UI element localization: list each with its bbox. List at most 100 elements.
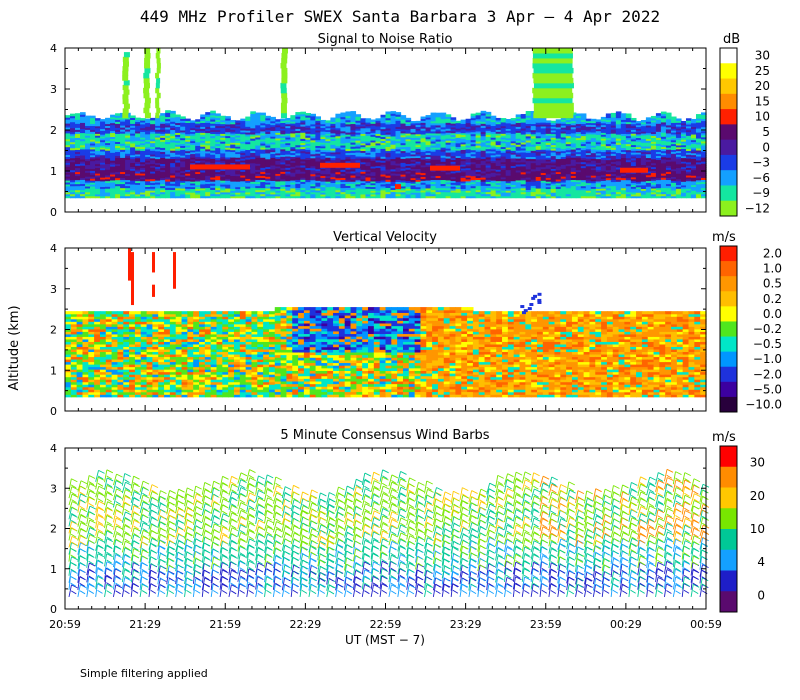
snr-cell (135, 134, 141, 138)
snr-cell (250, 187, 256, 191)
snr-cell (430, 191, 437, 195)
snr-cell (330, 127, 337, 130)
snr-cell (210, 195, 216, 199)
snr-cell (240, 182, 246, 186)
snr-cell (500, 125, 507, 129)
snr-cell (265, 178, 271, 181)
snr-cell (145, 184, 151, 187)
snr-cell (525, 172, 532, 176)
snr-cell (475, 187, 482, 191)
snr-cell (190, 181, 196, 184)
snr-cell (135, 182, 141, 185)
snr-cell (125, 183, 131, 187)
snr-cell (360, 137, 367, 140)
snr-cell (170, 125, 176, 128)
snr-cell (120, 118, 126, 122)
snr-cell (115, 143, 121, 147)
snr-cell (160, 149, 166, 152)
snr-cell (295, 150, 301, 154)
snr-cell (170, 160, 176, 164)
snr-cell (270, 153, 276, 156)
snr-cell (310, 167, 316, 171)
snr-cell (85, 164, 91, 167)
snr-cell (135, 180, 141, 184)
snr-cell (400, 132, 407, 136)
snr-cell (460, 121, 467, 124)
snr-cell (110, 166, 116, 169)
snr-cell (390, 183, 397, 186)
snr-cell (305, 137, 311, 140)
snr-cell (225, 172, 231, 175)
snr-cell (470, 125, 477, 129)
snr-cell (165, 133, 171, 136)
snr-cell (370, 188, 377, 191)
snr-cell (465, 175, 472, 178)
snr-cell (315, 172, 321, 176)
snr-cell (340, 146, 347, 150)
snr-cell (380, 160, 387, 163)
snr-cell (525, 121, 532, 124)
snr-cell (80, 185, 86, 189)
snr-cell (290, 183, 296, 187)
snr-cell (160, 147, 166, 150)
snr-cell (520, 195, 527, 199)
snr-cell (325, 146, 332, 149)
snr-cell (385, 138, 392, 141)
snr-cell (505, 188, 512, 191)
snr-cell (400, 146, 407, 150)
snr-cell (375, 135, 382, 138)
snr-cell (95, 171, 101, 174)
snr-cell (380, 150, 387, 153)
snr-cell (500, 180, 507, 184)
snr-cell (240, 129, 246, 133)
snr-cell (330, 153, 337, 157)
snr-cell (275, 158, 281, 161)
snr-cell (260, 126, 266, 130)
snr-cell (95, 138, 101, 142)
snr-cell (295, 154, 301, 158)
snr-cell (315, 166, 321, 170)
snr-cell (365, 127, 372, 131)
snr-cell (475, 136, 482, 140)
snr-cell (440, 153, 447, 156)
snr-cell (220, 172, 226, 175)
snr-cell (400, 193, 407, 197)
snr-cell (340, 189, 347, 193)
snr-cell (265, 129, 271, 132)
snr-cell (95, 125, 101, 129)
snr-cell (245, 172, 251, 176)
snr-cell (135, 138, 141, 142)
snr-cell (460, 179, 467, 182)
snr-cell (400, 187, 407, 191)
snr-cell (520, 116, 527, 119)
snr-cell (435, 155, 442, 158)
snr-cell (120, 185, 126, 189)
snr-cell (330, 119, 337, 122)
snr-cell (265, 115, 271, 119)
snr-cell (130, 119, 136, 122)
snr-cell (315, 191, 321, 195)
snr-cell (130, 191, 136, 195)
snr-cell (475, 124, 482, 128)
snr-cell (180, 162, 186, 166)
snr-cell (485, 138, 492, 142)
snr-cell (115, 153, 121, 157)
snr-cell (270, 170, 276, 174)
snr-cell (75, 179, 81, 183)
snr-cell (210, 183, 216, 186)
snr-cell (445, 153, 452, 157)
snr-cell (455, 190, 462, 193)
snr-cell (420, 145, 427, 149)
snr-cell (510, 161, 517, 165)
snr-cell (380, 148, 387, 151)
snr-cell (115, 121, 121, 124)
snr-cell (205, 150, 211, 154)
snr-cell (420, 131, 427, 135)
snr-cell (240, 133, 246, 137)
snr-cell (165, 145, 171, 149)
snr-cell (345, 177, 352, 180)
snr-cell (600, 116, 607, 120)
snr-cell (110, 162, 116, 165)
snr-cell (225, 143, 231, 146)
snr-cell (395, 177, 402, 180)
